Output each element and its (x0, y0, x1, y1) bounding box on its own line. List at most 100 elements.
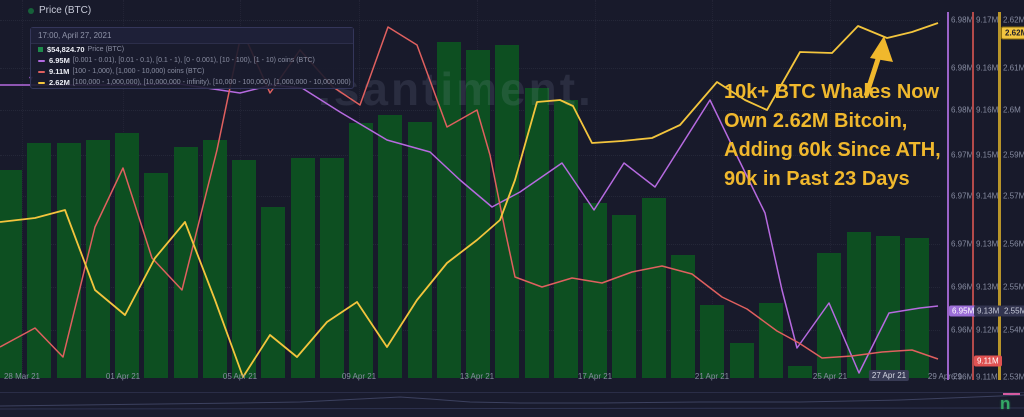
price-bar[interactable] (173, 147, 198, 378)
mid-holders-axis-label: 9.12M (976, 325, 999, 335)
x-label: 01 Apr 21 (105, 372, 141, 381)
small-holders-axis-label: 6.97M (951, 150, 974, 160)
price-bar[interactable] (700, 305, 725, 378)
h-gridline (0, 20, 940, 21)
price-bar[interactable] (319, 158, 344, 378)
tooltip-row: $54,824.70 Price (BTC) (31, 44, 353, 55)
price-bar[interactable] (524, 88, 549, 378)
price-bar[interactable] (202, 140, 227, 378)
price-bar[interactable] (612, 215, 637, 378)
annotation-text: 10k+ BTC Whales Now Own 2.62M Bitcoin, Add… (724, 78, 941, 194)
price-bar[interactable] (641, 198, 666, 378)
price-bar[interactable] (788, 366, 813, 378)
small-holders-axis-label: 6.98M (951, 63, 974, 73)
whales-axis-value-badge: 2.55M (1001, 305, 1024, 317)
whales-axis-label: 2.55M (1003, 282, 1024, 292)
small-holders-axis-label: 6.96M (951, 282, 974, 292)
mid-holders-axis-label: 9.11M (976, 372, 998, 382)
small-holders-axis-label: 6.98M (951, 15, 974, 25)
tooltip-label: [100 - 1,000), [1,000 - 10,000) coins (B… (72, 68, 205, 75)
tooltip-row: 6.95M [0.001 - 0.01), [0.01 - 0.1), [0.1 … (31, 55, 353, 66)
price-bar[interactable] (583, 203, 608, 378)
price-bar[interactable] (466, 50, 491, 378)
price-bar[interactable] (729, 343, 754, 378)
navigator-sparkline (0, 393, 1024, 410)
small-holders-axis-label: 6.98M (951, 105, 974, 115)
v-gridline (830, 0, 831, 378)
tooltip-value: 9.11M (49, 67, 70, 76)
annotation-arrow-icon (863, 36, 893, 97)
whales-axis-value-badge: 2.62M (1001, 26, 1024, 40)
tooltip-label: [0.001 - 0.01), [0.01 - 0.1), [0.1 - 1),… (72, 57, 315, 64)
price-bar[interactable] (27, 143, 52, 378)
annotation-line: Adding 60k Since ATH, (724, 139, 941, 161)
whales-axis-label: 2.6M (1003, 105, 1021, 115)
whales-axis-label: 2.56M (1003, 239, 1024, 249)
mid-holders-axis-line (972, 12, 974, 380)
price-bar[interactable] (407, 122, 432, 378)
whales-axis-label: 2.54M (1003, 325, 1024, 335)
tooltip-rows: $54,824.70 Price (BTC) 6.95M [0.001 - 0.01)… (31, 44, 353, 88)
x-label: 25 Apr 21 (812, 372, 848, 381)
x-label: 21 Apr 21 (694, 372, 730, 381)
v-gridline (712, 0, 713, 378)
series-line-holders-100-10k-coins[interactable] (0, 26, 939, 360)
price-bar[interactable] (144, 173, 169, 378)
price-bar[interactable] (56, 143, 81, 378)
series-color-chip-icon (38, 47, 43, 52)
small-holders-axis-label: 6.97M (951, 191, 974, 201)
price-bar[interactable] (670, 255, 695, 378)
mid-holders-axis-label: 9.16M (976, 105, 999, 115)
price-bar[interactable] (349, 123, 374, 378)
price-bar[interactable] (553, 100, 578, 378)
price-bar[interactable] (115, 133, 140, 378)
mid-holders-axis-value-badge: 9.11M (974, 355, 1002, 367)
price-bar[interactable] (85, 140, 110, 378)
x-label-selected-date: 27 Apr 21 (868, 370, 910, 381)
annotation-line: 90k in Past 23 Days (724, 168, 910, 190)
mid-holders-axis-label: 9.16M (976, 63, 999, 73)
mid-holders-axis-value-badge: 9.13M (974, 305, 1003, 317)
price-legend-toggle[interactable]: Price (BTC) (28, 5, 91, 16)
price-series-dot-icon (28, 7, 34, 14)
holder-distribution-lines (0, 22, 939, 378)
small-holders-axis-label: 6.96M (951, 325, 974, 335)
small-holders-axis-label: 6.97M (951, 239, 974, 249)
whales-axis-line (998, 12, 1001, 380)
series-line-whales-10k-plus-coins[interactable] (0, 22, 939, 378)
v-gridline (22, 0, 23, 378)
x-label: 13 Apr 21 (459, 372, 495, 381)
x-label: 05 Apr 21 (222, 372, 258, 381)
timeline-navigator[interactable] (0, 392, 1024, 417)
mid-holders-axis-label: 9.15M (976, 150, 999, 160)
tooltip-row: 2.62M [100,000 - 1,000,000), [10,000,000 … (31, 77, 353, 88)
price-bar[interactable] (261, 207, 286, 378)
v-gridline (595, 0, 596, 378)
tooltip-row: 9.11M [100 - 1,000), [1,000 - 10,000) coi… (31, 66, 353, 77)
tooltip-value: 6.95M (49, 56, 70, 65)
price-bar[interactable] (875, 236, 900, 378)
tooltip-timestamp: 17:00, April 27, 2021 (31, 28, 353, 44)
watermark: .santiment. (318, 63, 594, 115)
series-line-holders-0-10-coins[interactable] (0, 83, 939, 374)
x-label: 29 Apr 21 (927, 372, 963, 381)
whales-axis-label: 2.53M (1003, 372, 1024, 382)
whales-axis-label: 2.57M (1003, 191, 1024, 201)
series-color-chip-icon (38, 59, 45, 62)
small-holders-axis-label: 6.96M (951, 372, 974, 382)
tooltip-label: Price (BTC) (87, 46, 125, 53)
price-bar[interactable] (758, 303, 783, 378)
x-label: 17 Apr 21 (577, 372, 613, 381)
mid-holders-axis-label: 9.17M (976, 15, 999, 25)
series-color-chip-icon (38, 70, 45, 73)
annotation-line: 10k+ BTC Whales Now (724, 81, 940, 103)
small-holders-axis-line (947, 12, 949, 380)
mid-holders-axis-label: 9.13M (976, 239, 999, 249)
price-bar[interactable] (378, 115, 403, 378)
whales-axis-label: 2.61M (1003, 63, 1024, 73)
price-bar[interactable] (495, 45, 520, 378)
price-bar[interactable] (436, 42, 461, 378)
price-bar[interactable] (232, 160, 257, 378)
